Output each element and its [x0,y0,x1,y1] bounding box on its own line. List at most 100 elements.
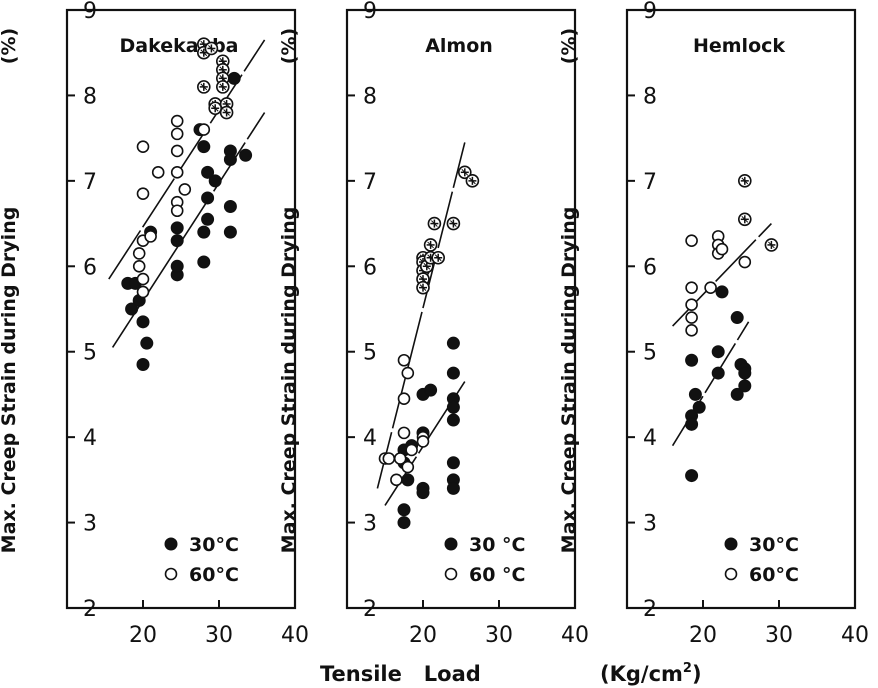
panel-1-point-30c [201,212,215,226]
panel-1-legend-marker-60c [164,567,178,581]
panel-1-point-30c [223,153,237,166]
panel-2-point-30c [424,383,438,397]
panel-3-ytick-label: 3 [643,512,657,537]
panel-2-point-60c-hatched [427,216,442,231]
panel-3-fit-line [671,321,750,447]
panel-1-point-30c [197,140,211,154]
panel-2: 2 3 4 5 6 7 8 9 20 30 40 (%) Max. Creep Strain durin… [278,0,589,648]
panel-3-xtick-label: 30 [765,623,793,648]
panel-1-point-30c [136,358,150,372]
panel-1-point-60c [197,123,211,136]
panel-1-point-30c [208,174,222,188]
panel-2-ytick-label: 6 [363,255,377,280]
panel-2-point-30c [446,481,460,495]
panel-3-point-30c [738,379,752,393]
panel-1-point-30c [227,71,241,85]
panel-1-point-60c-hatched [208,101,222,116]
panel-2-point-60c [397,426,411,440]
panel-2-y-unit: (%) [278,28,300,64]
panel-3-point-60c [715,242,729,256]
panel-2-point-30c [446,400,460,414]
panel-2-point-30c [397,516,411,530]
panel-2-xtick-label: 30 [485,623,513,648]
panel-3-y-unit: (%) [558,28,580,64]
panel-1-point-60c-hatched [204,41,219,56]
panel-3-y-axis-label: Max. Creep Strain during Drying [558,207,580,554]
panel-3-ytick-label: 7 [643,170,657,195]
panel-2-point-60c [390,473,403,487]
panel-1-point-60c [136,140,150,153]
panel-3-title: Hemlock [693,35,785,57]
panel-1-point-30c [239,148,253,162]
panel-1-point-60c [132,247,146,260]
x-axis-unit: (Kg/cm2) [600,661,702,686]
panel-2-point-60c [382,452,396,465]
panel-1-legend-label-60c: 60°C [189,564,239,586]
panel-2-ytick-label: 5 [363,341,377,366]
panel-1-ytick-label: 9 [83,0,97,24]
panel-1-ytick-label: 3 [83,512,97,537]
panel-3-point-60c [685,311,698,324]
panel-2-point-60c [401,460,415,474]
panel-3-ytick-label: 6 [643,255,657,280]
x-axis-title: Tensile Load [320,662,481,686]
panel-3-ytick-label: 8 [643,84,657,109]
panel-1: 2 3 4 5 6 7 8 9 20 30 40 (%) Max. Creep Strain durin… [0,0,309,648]
panel-3-ytick-label: 4 [643,426,657,451]
panel-1-point-60c [132,259,146,273]
panel-3-point-60c-hatched [737,212,752,227]
panel-2-point-30c [446,413,460,427]
panel-3-xtick-label: 20 [689,623,717,648]
panel-1-ytick-label: 6 [83,255,97,280]
panel-3-point-60c [704,281,717,294]
panel-3-legend-label-60c: 60°C [749,564,799,586]
panel-3-ytick-label: 9 [643,0,657,24]
panel-1-ytick-label: 4 [83,426,97,451]
panel-1-point-60c [151,166,165,179]
panel-2-ytick-label: 2 [363,597,377,622]
panel-2-xtick-label: 40 [561,623,589,648]
panel-1-point-30c [136,315,150,329]
panel-1-frame [65,8,297,610]
panel-3-point-30c [685,353,699,367]
panel-3-point-60c [685,324,698,337]
panel-1-ytick-label: 8 [83,84,97,109]
panels-layer: 2 3 4 5 6 7 8 9 20 30 40 (%) Max. Creep Strain durin… [0,0,869,648]
panel-1-point-60c [170,144,184,158]
panel-1-y-unit: (%) [0,28,20,64]
panel-2-point-60c [401,366,415,380]
panel-1-point-60c-hatched [219,105,234,120]
panel-3-ytick-label: 5 [643,341,657,366]
panel-2-point-30c [446,336,460,350]
panel-2-point-60c-hatched [416,280,430,295]
panel-3-point-30c [711,345,725,359]
panel-2-xtick-label: 20 [409,623,437,648]
panel-2-point-60c [405,443,418,457]
panel-1-title: Dakekanba [119,35,238,57]
panel-1-point-60c [136,285,150,299]
panel-1-point-60c [136,187,150,200]
panel-2-point-60c-hatched [431,250,446,265]
panel-2-point-60c [397,353,411,367]
panel-2-point-60c-hatched [457,165,472,180]
panel-3-ytick-label: 2 [643,597,657,622]
panel-1-point-60c [170,114,184,128]
panel-1-point-30c [170,221,184,235]
panel-2-point-60c-hatched [446,216,461,231]
panel-1-point-60c [144,230,157,243]
panel-1-point-30c [201,165,215,179]
panel-3-point-30c [715,285,729,299]
x-axis-unit-superscript: 2 [683,661,692,676]
panel-1-xtick-label: 30 [205,623,233,648]
x-axis-label: Tensile Load (Kg/cm2) [320,661,702,686]
x-axis-unit-close: ) [692,662,702,686]
panel-1-point-60c-hatched [216,80,230,94]
panel-3-point-30c [685,417,699,431]
panel-3-point-30c [730,311,744,325]
panel-3-point-60c-hatched [737,174,752,188]
panel-2-ytick-label: 4 [363,426,377,451]
x-axis-unit-base: (Kg/cm [600,662,683,686]
panel-1-point-30c [197,225,211,239]
panel-2-legend-marker-60c [444,567,458,581]
